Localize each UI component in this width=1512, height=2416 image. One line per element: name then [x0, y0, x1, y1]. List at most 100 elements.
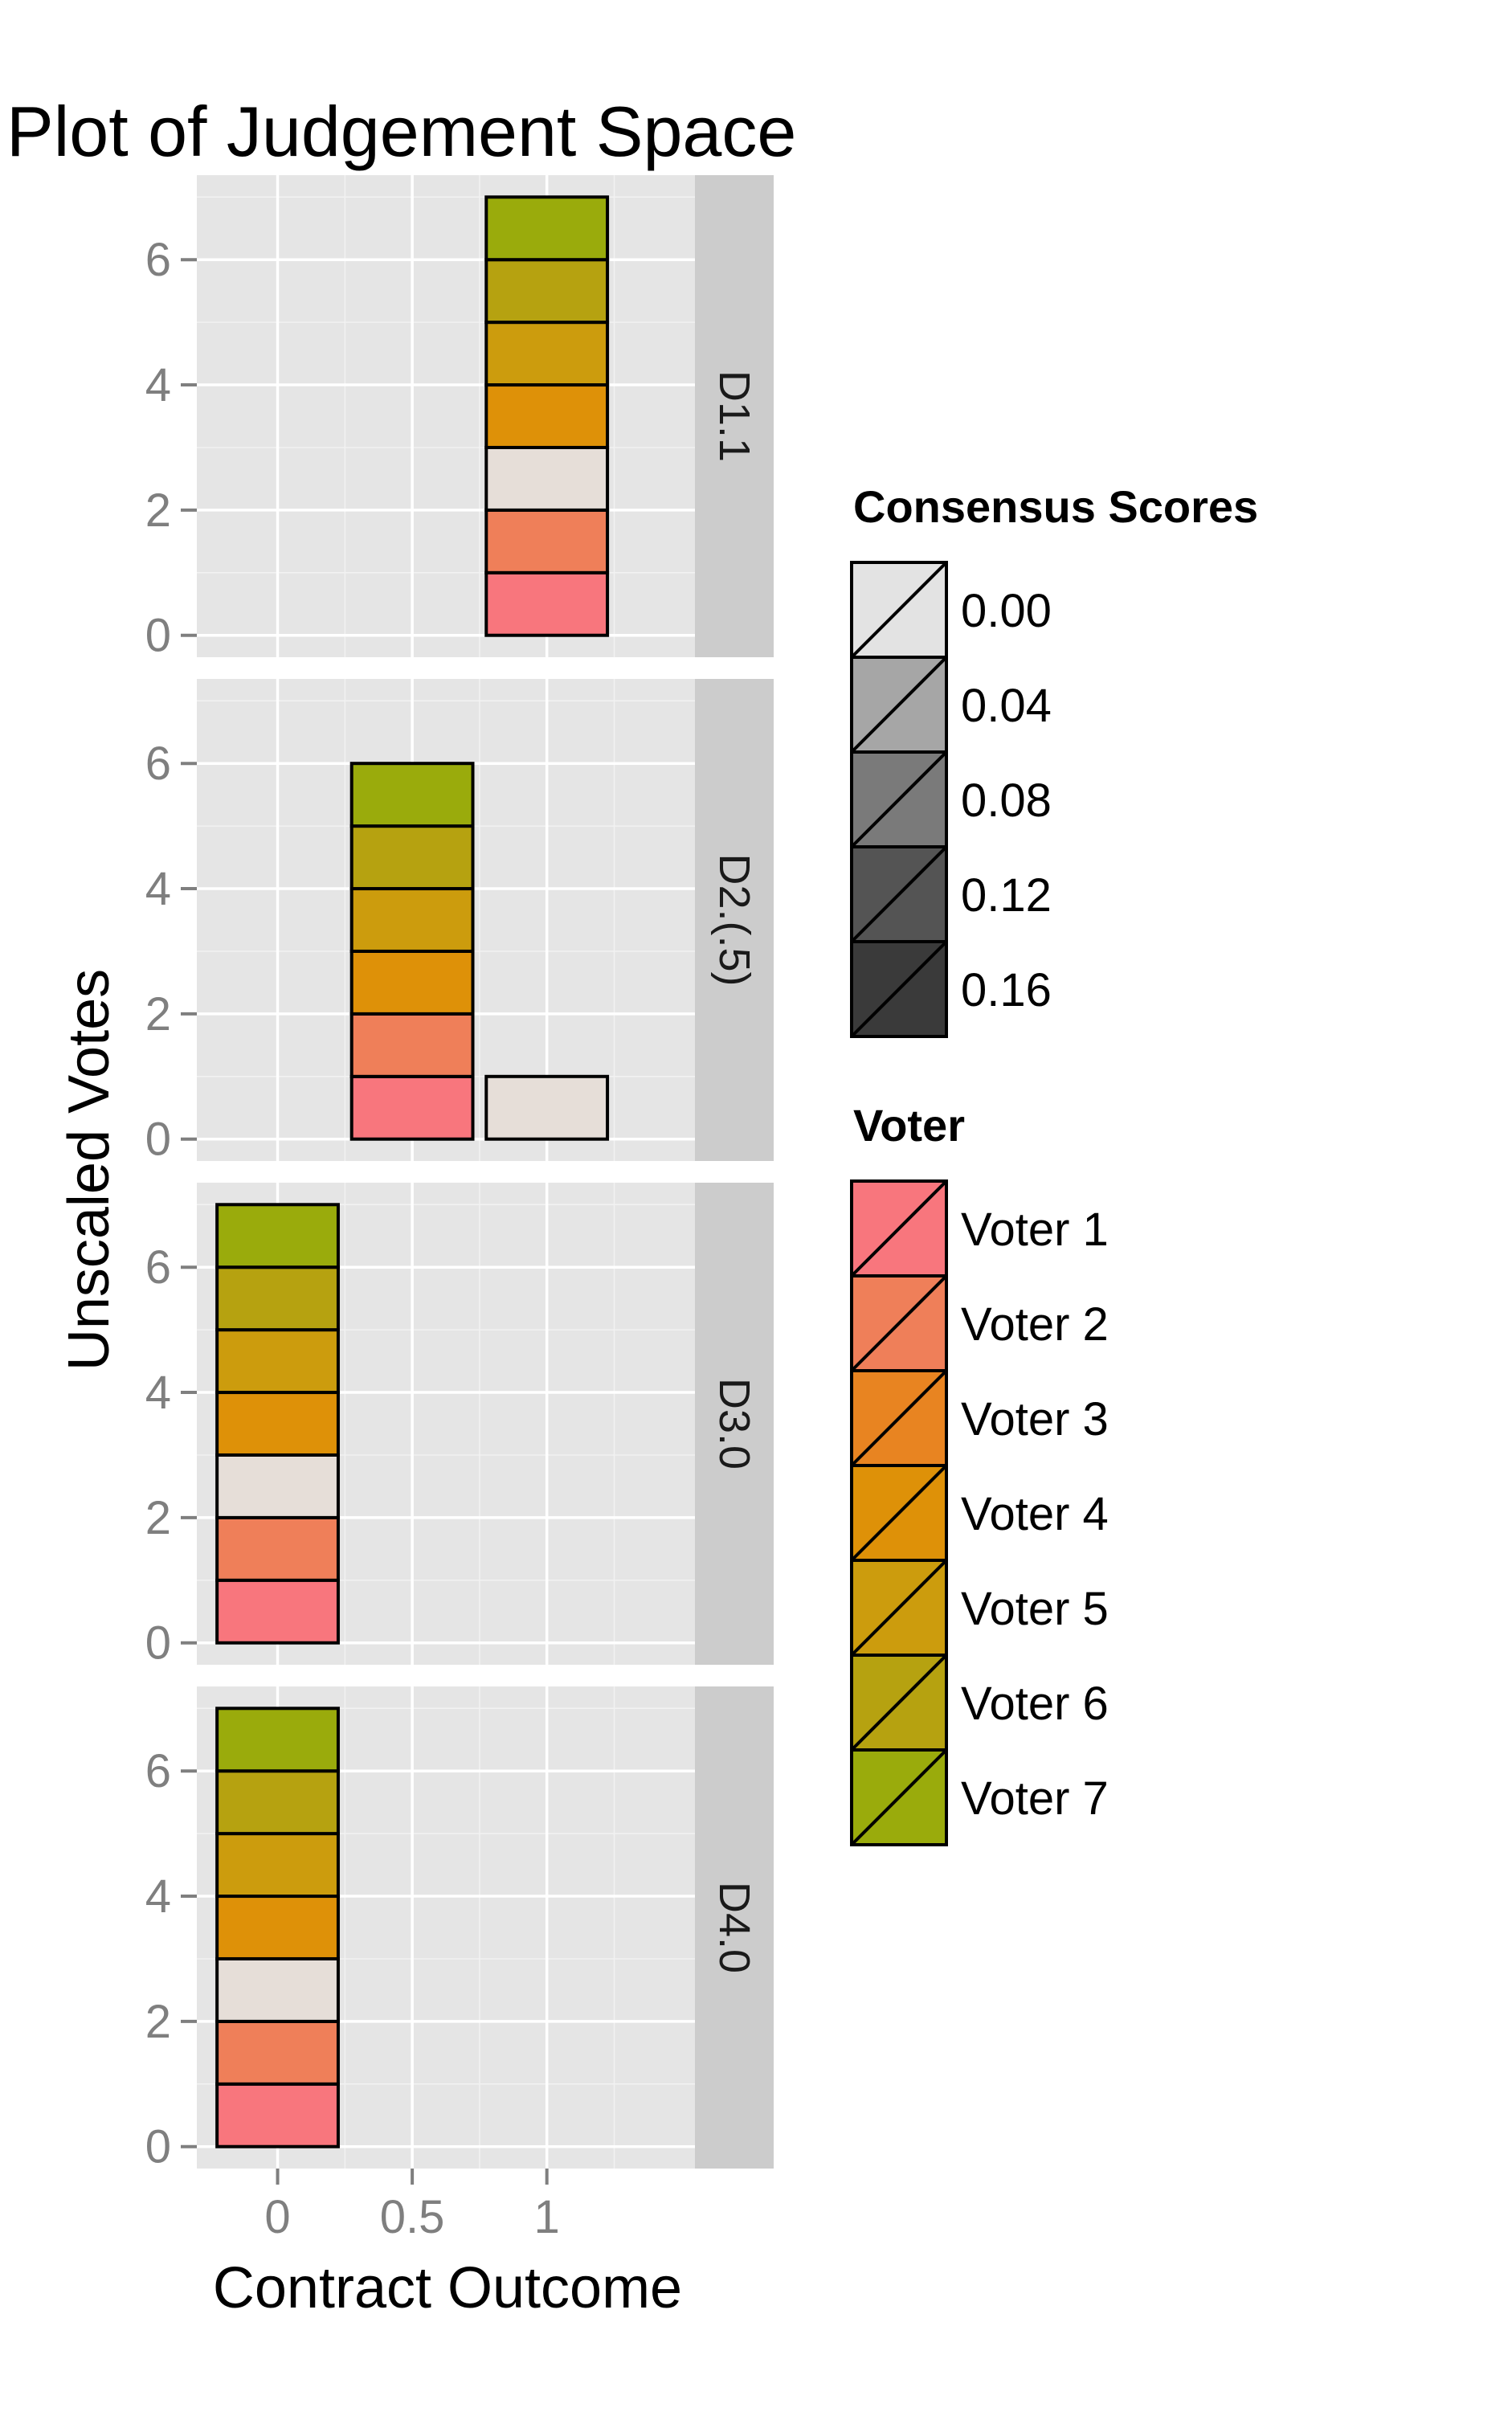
legend-swatch-diagonal: [852, 1181, 946, 1276]
legend-label: Voter 6: [961, 1678, 1109, 1730]
legend-key: 0.12: [850, 845, 1052, 943]
y-tick-label: 6: [145, 234, 171, 286]
facet-strip: [695, 1686, 774, 2169]
bar-segment: [215, 1453, 340, 1519]
bar-segment: [484, 321, 610, 387]
legend-swatch-diagonal: [852, 1655, 946, 1750]
bar-segment: [484, 383, 610, 449]
bar-segment: [215, 1515, 340, 1582]
bar-segment: [484, 258, 610, 325]
facet-strip-label: D3.0: [710, 1378, 758, 1470]
legend-swatch-diagonal: [852, 942, 946, 1036]
y-tick-label: 0: [145, 2121, 171, 2173]
legend-label: Voter 5: [961, 1583, 1109, 1635]
bar-segment: [349, 824, 475, 891]
facet-strip-label: D2.(.5): [710, 853, 758, 986]
facet-strip-label: D4.0: [710, 1882, 758, 1973]
bar-segment: [484, 445, 610, 512]
bar-segment: [349, 762, 475, 828]
legend-title: Voter: [853, 1100, 965, 1151]
panel-background: [197, 175, 695, 657]
bar-segment: [215, 1707, 340, 1773]
legend-key: Voter 7: [850, 1748, 1109, 1846]
legend-key: Voter 4: [850, 1464, 1109, 1562]
bar-segment: [215, 1956, 340, 2023]
y-tick-label: 4: [145, 1367, 171, 1419]
bar-segment: [215, 1328, 340, 1395]
facet-panel: 0 2 4 6 D1.1: [145, 175, 774, 662]
y-tick-label: 0: [145, 1617, 171, 1670]
facet-panels: 0 2 4 6 D1.1 0 2 4 6 D2.(.5) 0 2 4 6 D3.0 0 2 4 6 D4.0: [145, 175, 774, 2173]
y-tick-label: 4: [145, 359, 171, 411]
legend-label: Voter 7: [961, 1772, 1109, 1825]
x-tick-label: 0: [264, 2191, 290, 2243]
legend-key: Voter 1: [850, 1179, 1109, 1277]
legend-swatch-diagonal: [852, 1750, 946, 1845]
legend-key: 0.08: [850, 750, 1052, 848]
consensus-scores-legend: Consensus Scores 0.00 0.04 0.08 0.12 0.16: [850, 481, 1258, 1038]
bar-segment: [215, 2082, 340, 2148]
legend-swatch-diagonal: [852, 752, 946, 847]
facet-strip: [695, 679, 774, 1161]
legend-swatch-diagonal: [852, 1560, 946, 1655]
bar-segment: [215, 1265, 340, 1332]
bar-segment: [349, 887, 475, 953]
y-axis-title: Unscaled Votes: [57, 969, 121, 1371]
bar-segment: [215, 1895, 340, 1960]
legend-label: Voter 1: [961, 1204, 1109, 1256]
voter-legend: Voter Voter 1 Voter 2 Voter 3 Voter 4 Voter 5…: [850, 1100, 1109, 1846]
bar-segment: [215, 1832, 340, 1899]
bar-segment: [349, 1074, 475, 1141]
legend-key: Voter 6: [850, 1654, 1109, 1752]
legend-key: Voter 3: [850, 1369, 1109, 1467]
bar-segment: [215, 1391, 340, 1457]
bar-segment: [215, 2019, 340, 2086]
legend-swatch-diagonal: [852, 1276, 946, 1371]
legend-swatch-diagonal: [852, 847, 946, 942]
legend-swatch-diagonal: [852, 1466, 946, 1560]
facet-panel: 0 2 4 6 D4.0: [145, 1686, 774, 2173]
y-tick-label: 6: [145, 1241, 171, 1294]
y-tick-label: 6: [145, 1745, 171, 1797]
facet-strip: [695, 175, 774, 657]
facet-panel: 0 2 4 6 D3.0: [145, 1183, 774, 1670]
legend-key: Voter 5: [850, 1559, 1109, 1657]
bar-segment: [484, 1074, 610, 1141]
legends: Consensus Scores 0.00 0.04 0.08 0.12 0.16 Vote…: [850, 481, 1258, 1846]
y-tick-label: 4: [145, 863, 171, 915]
legend-label: 0.00: [961, 585, 1052, 637]
y-tick-label: 0: [145, 1114, 171, 1166]
y-tick-label: 2: [145, 1996, 171, 2048]
bar-segment: [349, 1012, 475, 1078]
x-axis: 0 0.5 1: [264, 2169, 560, 2243]
facet-strip-label: D1.1: [710, 370, 758, 462]
legend-title: Consensus Scores: [853, 481, 1258, 532]
bar-segment: [349, 949, 475, 1016]
bar-segment: [484, 570, 610, 637]
legend-swatch-diagonal: [852, 1371, 946, 1466]
facet-strip: [695, 1183, 774, 1665]
legend-label: Voter 3: [961, 1393, 1109, 1445]
legend-label: Voter 4: [961, 1488, 1109, 1540]
bar-segment: [215, 1203, 340, 1269]
legend-key: 0.04: [850, 656, 1052, 754]
bar-segment: [484, 508, 610, 574]
y-tick-label: 0: [145, 610, 171, 662]
y-tick-label: 2: [145, 988, 171, 1040]
y-tick-label: 2: [145, 1492, 171, 1544]
y-tick-label: 2: [145, 484, 171, 537]
y-tick-label: 6: [145, 738, 171, 790]
legend-label: Voter 2: [961, 1298, 1109, 1351]
x-tick-label: 0.5: [380, 2191, 445, 2243]
legend-label: 0.08: [961, 775, 1052, 827]
bar-segment: [215, 1769, 340, 1836]
legend-key: 0.16: [850, 940, 1052, 1038]
x-tick-label: 1: [534, 2191, 560, 2243]
legend-label: 0.04: [961, 680, 1052, 732]
legend-swatch-diagonal: [852, 657, 946, 752]
legend-swatch-diagonal: [852, 562, 946, 657]
legend-label: 0.12: [961, 869, 1052, 922]
legend-label: 0.16: [961, 964, 1052, 1016]
chart-title: Plot of Judgement Space: [6, 92, 796, 171]
